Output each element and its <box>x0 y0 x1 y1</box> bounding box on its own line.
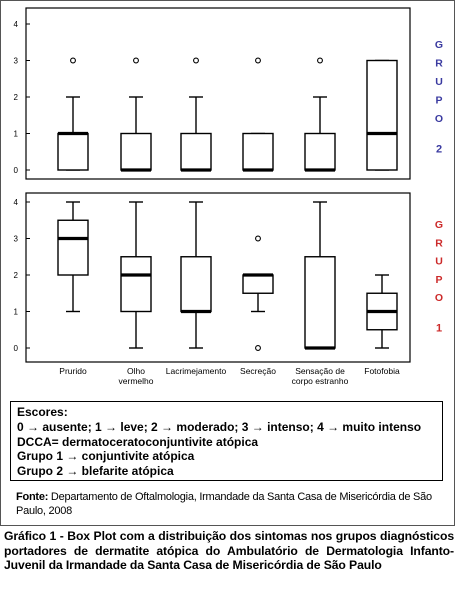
y-tick-label: 1 <box>14 308 19 317</box>
iqr-box <box>242 274 274 294</box>
x-tick-label-line: Prurido <box>59 366 87 376</box>
iqr-box <box>304 256 336 349</box>
group-label-letter: O <box>435 113 443 125</box>
box-0 <box>57 201 89 313</box>
outlier-point <box>255 57 261 64</box>
group-label-letter: G <box>435 219 443 231</box>
x-tick-label-line: Olho <box>127 366 145 376</box>
box-1 <box>120 201 152 349</box>
x-tick-label: Sensação de corpo estranho <box>292 366 349 386</box>
x-tick-label-line: Lacrimejamento <box>166 366 227 376</box>
iqr-box <box>242 132 274 171</box>
group-label-letter: P <box>435 95 442 107</box>
source-text: Departamento de Oftalmologia, Irmandade … <box>16 491 432 517</box>
legend-box: Escores: 0 → ausente; 1 → leve; 2 → mode… <box>10 401 443 481</box>
outlier-point <box>193 57 199 64</box>
x-tick-label-line: vermelho <box>119 376 154 386</box>
group-label-letter: O <box>435 292 443 304</box>
source-note: Fonte: Departamento de Oftalmologia, Irm… <box>16 490 446 518</box>
box-3 <box>242 235 274 351</box>
iqr-box <box>57 219 89 276</box>
iqr-box <box>120 132 152 171</box>
box-4 <box>304 201 336 350</box>
x-tick-label: Lacrimejamento <box>166 366 227 376</box>
box-3 <box>242 57 274 172</box>
y-tick-label: 2 <box>14 271 19 280</box>
legend-scores: 0 → ausente; 1 → leve; 2 → moderado; 3 →… <box>17 419 422 434</box>
x-tick-label: Secreção <box>240 366 276 376</box>
box-5 <box>366 59 398 171</box>
x-tick-label: Olho vermelho <box>119 366 154 386</box>
legend-grupo1: Grupo 1 → conjuntivite atópica <box>17 449 195 464</box>
x-tick-label-line: corpo estranho <box>292 376 349 386</box>
legend-grupo2: Grupo 2 → blefarite atópica <box>17 464 174 479</box>
y-tick-label: 2 <box>14 93 19 102</box>
y-tick-label: 3 <box>14 235 19 244</box>
iqr-box <box>304 132 336 171</box>
box-0 <box>57 57 89 171</box>
group-label-letter: U <box>435 76 443 88</box>
outlier-point <box>255 345 261 351</box>
legend-dcca: DCCA= dermatoceratoconjuntivite atópica <box>17 434 259 449</box>
group-label-letter: G <box>435 39 443 51</box>
y-tick-label: 3 <box>14 57 19 66</box>
outlier-point <box>255 235 261 242</box>
iqr-box <box>57 132 89 171</box>
box-2 <box>180 201 212 349</box>
x-tick-label-line: Sensação de <box>295 366 345 376</box>
group-label-number: 2 <box>436 144 442 156</box>
group-label-letter: R <box>435 58 443 70</box>
box-1 <box>120 57 152 172</box>
group-label-number: 1 <box>436 323 442 335</box>
figure-caption: Gráfico 1 - Box Plot com a distribuição … <box>4 529 454 573</box>
outlier-point <box>317 57 323 64</box>
group-label-letter: R <box>435 237 443 249</box>
panel-frame <box>25 7 411 180</box>
panel-frame <box>25 192 411 363</box>
y-tick-label: 4 <box>14 198 19 207</box>
source-label: Fonte: <box>16 491 49 503</box>
x-tick-label: Prurido <box>59 366 87 376</box>
iqr-box <box>180 132 212 171</box>
y-tick-label: 4 <box>14 20 19 29</box>
x-axis-labels: Prurido Olho vermelho Lacrimejamento Secreçã… <box>59 366 400 386</box>
y-tick-label: 0 <box>14 344 19 353</box>
x-tick-label-line: Fotofobia <box>364 366 400 376</box>
iqr-box <box>180 256 212 313</box>
y-tick-label: 1 <box>14 130 19 139</box>
y-tick-label: 0 <box>14 166 19 175</box>
x-tick-label: Fotofobia <box>364 366 400 376</box>
box-4 <box>304 57 336 172</box>
x-tick-label-line: Secreção <box>240 366 276 376</box>
iqr-box <box>366 59 398 171</box>
outlier-point <box>133 57 139 64</box>
box-2 <box>180 57 212 172</box>
group-label-letter: U <box>435 256 443 268</box>
legend-title: Escores: <box>17 405 68 419</box>
box-5 <box>366 274 398 349</box>
iqr-box <box>120 256 152 313</box>
outlier-point <box>70 57 76 64</box>
group-label-letter: P <box>435 274 442 286</box>
